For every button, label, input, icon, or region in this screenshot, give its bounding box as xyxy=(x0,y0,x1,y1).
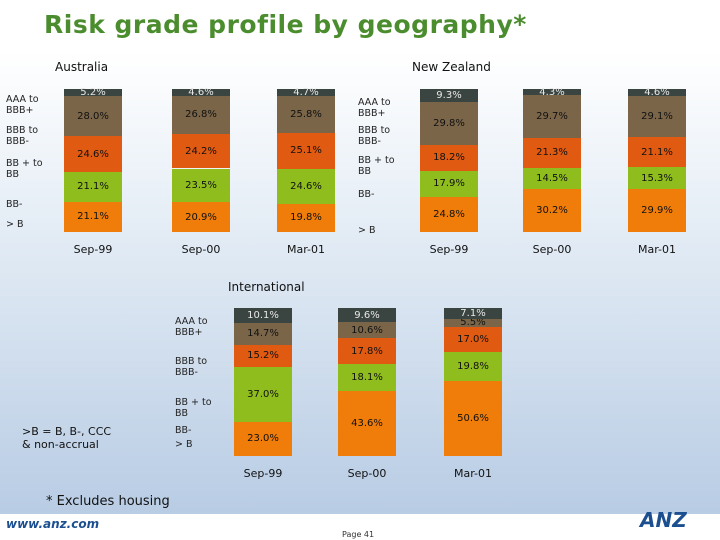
australia-bar-mar-01-bbb-to-bbb: 24.6% xyxy=(277,168,335,204)
international-bar-mar-01-aaa-to-bbb: 50.6% xyxy=(444,381,502,456)
new-zealand-bar-mar-01-aaa-to-bbb: 29.9% xyxy=(628,189,686,232)
footnote-b-definition: >B = B, B-, CCC & non-accrual xyxy=(22,425,112,451)
international-bar-mar-01-bb-to-bb: 17.0% xyxy=(444,326,502,352)
new-zealand-bar-mar-01-bbb-to-bbb: 15.3% xyxy=(628,167,686,190)
australia-legend-b: > B xyxy=(6,219,24,230)
australia-bar-sep-00-aaa-to-bbb: 20.9% xyxy=(172,202,230,232)
australia-bar-mar-01-bb: 25.8% xyxy=(277,95,335,133)
international-tick-mar-01: Mar-01 xyxy=(453,467,493,480)
australia-legend-bb-to-bb: BB + to BB xyxy=(6,158,43,180)
international-bar-sep-99-aaa-to-bbb: 23.0% xyxy=(234,421,292,456)
international-bar-sep-00-bbb-to-bbb: 18.1% xyxy=(338,364,396,392)
australia-bar-mar-01-aaa-to-bbb: 19.8% xyxy=(277,203,335,232)
international-tick-sep-99: Sep-99 xyxy=(243,467,283,480)
footnote-excludes-housing: * Excludes housing xyxy=(46,494,170,509)
new-zealand-tick-sep-99: Sep-99 xyxy=(429,243,469,256)
australia-tick-sep-00: Sep-00 xyxy=(181,243,221,256)
new-zealand-bar-sep-00-bbb-to-bbb: 14.5% xyxy=(523,168,581,189)
international-legend-b: > B xyxy=(175,439,193,450)
international-bar-sep-00-bb-to-bb: 17.8% xyxy=(338,337,396,365)
anz-logo: ANZ xyxy=(640,508,687,532)
new-zealand-bar-sep-00-bb-to-bb: 21.3% xyxy=(523,137,581,169)
new-zealand-bar-sep-99-b: 9.3% xyxy=(420,89,478,103)
australia-tick-sep-99: Sep-99 xyxy=(73,243,113,256)
australia-bar-sep-99-bb: 28.0% xyxy=(64,96,122,137)
australia-bar-sep-99-aaa-to-bbb: 21.1% xyxy=(64,201,122,232)
australia-bar-mar-01-b: 4.7% xyxy=(277,87,335,98)
international-chart-title: International xyxy=(228,280,305,294)
new-zealand-legend-aaa-to-bbb: AAA to BBB+ xyxy=(358,97,391,119)
new-zealand-tick-mar-01: Mar-01 xyxy=(637,243,677,256)
australia-bar-sep-99-b: 5.2% xyxy=(64,87,122,98)
new-zealand-legend-bb-to-bb: BB + to BB xyxy=(358,155,395,177)
new-zealand-bar-mar-01-bb: 29.1% xyxy=(628,95,686,138)
new-zealand-bar-sep-99-aaa-to-bbb: 24.8% xyxy=(420,196,478,232)
australia-bar-sep-00-bbb-to-bbb: 23.5% xyxy=(172,168,230,203)
international-bar-sep-00-b: 9.6% xyxy=(338,308,396,323)
international-bar-mar-01-bbb-to-bbb: 19.8% xyxy=(444,351,502,382)
new-zealand-chart-title: New Zealand xyxy=(412,60,491,74)
australia-legend-aaa-to-bbb: AAA to BBB+ xyxy=(6,94,39,116)
australia-bar-mar-01-bb-to-bb: 25.1% xyxy=(277,132,335,169)
international-bar-mar-01-bb: 5.5% xyxy=(444,317,502,328)
international-bar-sep-99-b: 10.1% xyxy=(234,308,292,323)
new-zealand-tick-sep-00: Sep-00 xyxy=(532,243,572,256)
new-zealand-legend-bb: BB- xyxy=(358,189,375,200)
new-zealand-legend-b: > B xyxy=(358,225,376,236)
international-bar-sep-99-bb-to-bb: 15.2% xyxy=(234,344,292,368)
australia-bar-sep-00-bb: 26.8% xyxy=(172,95,230,134)
international-bar-sep-00-aaa-to-bbb: 43.6% xyxy=(338,391,396,456)
international-legend-bbb-to-bbb: BBB to BBB- xyxy=(175,356,208,378)
international-bar-sep-00-bb: 10.6% xyxy=(338,322,396,338)
australia-bar-sep-99-bb-to-bb: 24.6% xyxy=(64,136,122,172)
australia-chart-title: Australia xyxy=(55,60,109,74)
international-legend-bb-to-bb: BB + to BB xyxy=(175,397,212,419)
page-number: Page 41 xyxy=(342,530,375,539)
australia-tick-mar-01: Mar-01 xyxy=(286,243,326,256)
website-link[interactable]: www.anz.com xyxy=(6,517,100,531)
new-zealand-bar-sep-99-bb-to-bb: 18.2% xyxy=(420,144,478,171)
australia-bar-sep-99-bbb-to-bbb: 21.1% xyxy=(64,171,122,202)
new-zealand-bar-sep-00-aaa-to-bbb: 30.2% xyxy=(523,188,581,232)
australia-bar-sep-00-b: 4.6% xyxy=(172,87,230,98)
international-legend-bb: BB- xyxy=(175,425,192,436)
new-zealand-bar-sep-99-bbb-to-bbb: 17.9% xyxy=(420,170,478,197)
international-bar-sep-99-bbb-to-bbb: 37.0% xyxy=(234,367,292,422)
new-zealand-legend-bbb-to-bbb: BBB to BBB- xyxy=(358,125,391,147)
international-bar-sep-99-bb: 14.7% xyxy=(234,322,292,345)
new-zealand-bar-sep-00-b: 4.3% xyxy=(523,87,581,98)
international-legend-aaa-to-bbb: AAA to BBB+ xyxy=(175,316,208,338)
new-zealand-bar-mar-01-b: 4.6% xyxy=(628,87,686,98)
australia-legend-bbb-to-bbb: BBB to BBB- xyxy=(6,125,39,147)
new-zealand-bar-sep-99-bb: 29.8% xyxy=(420,102,478,145)
page-title: Risk grade profile by geography* xyxy=(44,10,527,39)
australia-legend-bb: BB- xyxy=(6,199,23,210)
new-zealand-bar-sep-00-bb: 29.7% xyxy=(523,95,581,138)
international-bar-mar-01-b: 7.1% xyxy=(444,308,502,319)
new-zealand-bar-mar-01-bb-to-bb: 21.1% xyxy=(628,137,686,168)
australia-bar-sep-00-bb-to-bb: 24.2% xyxy=(172,133,230,169)
international-tick-sep-00: Sep-00 xyxy=(347,467,387,480)
